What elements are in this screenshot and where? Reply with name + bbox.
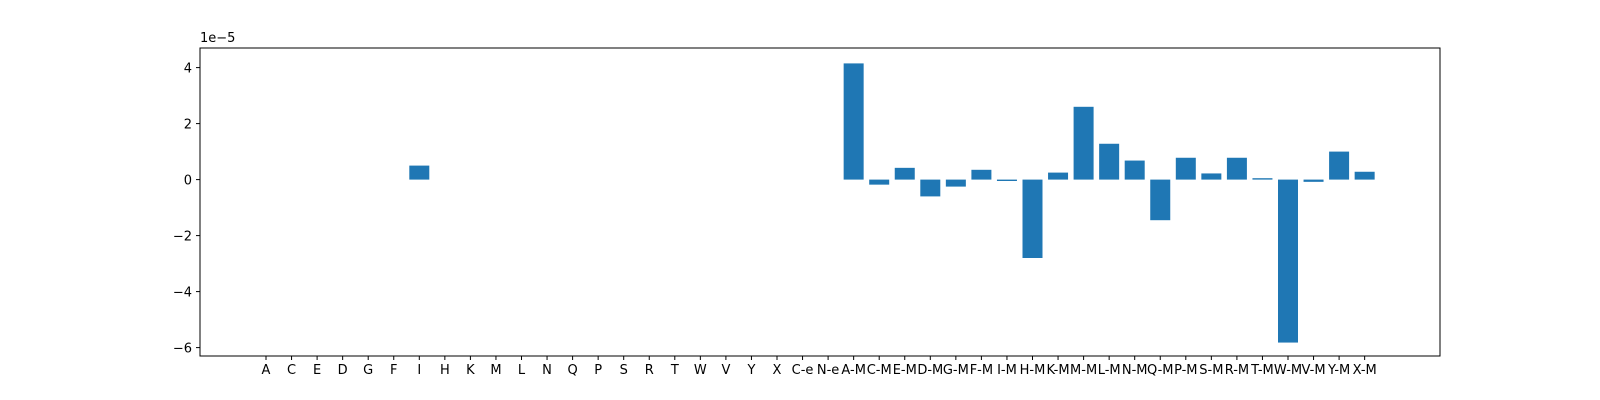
bar-P-M [1175,157,1196,180]
x-tick-label: N-e [817,363,839,378]
y-tick-label: 2 [184,118,192,133]
bars-group [409,63,1375,343]
x-tick-label: P-M [1174,363,1197,378]
x-tick-label: H [440,363,450,378]
x-tick-label: K-M [1047,363,1070,378]
x-tick-label: G-M [943,363,969,378]
x-tick-label: N-M [1122,363,1148,378]
x-tick-label: M-M [1070,363,1097,378]
x-tick-label: T-M [1250,363,1274,378]
x-tick-label: W [694,363,707,378]
bar-K-M [1048,172,1069,180]
bar-Y-M [1329,151,1350,180]
x-tick-label: F [390,363,397,378]
bar-R-M [1226,157,1247,180]
y-tick-label: 0 [184,174,192,189]
bar-I [409,165,430,180]
y-axis-scale-label: 1e−5 [200,31,235,46]
plot-area-frame [199,47,1441,357]
bar-T-M [1252,178,1273,180]
bar-M-M [1073,106,1094,180]
x-tick-label: M [490,363,501,378]
x-tick-label: R [645,363,654,378]
bar-S-M [1201,173,1222,180]
x-tick-label: G [363,363,373,378]
x-tick-label: E-M [893,363,917,378]
bar-D-M [920,179,941,197]
x-tick-label: V [721,363,730,378]
bar-C-M [869,179,890,185]
x-tick-label: I-M [997,363,1017,378]
x-tick-label: H-M [1020,363,1046,378]
y-axis: −6 −4 −2 0 2 4 [173,62,200,357]
x-tick-label: D-M [917,363,943,378]
bar-A-M [843,63,864,180]
x-tick-label: V-M [1302,363,1326,378]
x-tick-label: I [417,363,421,378]
x-tick-label: E [313,363,321,378]
bar-H-M [1022,179,1043,258]
x-tick-label: C [287,363,296,378]
x-tick-label: C-M [867,363,892,378]
x-tick-label: T [670,363,679,378]
x-tick-label: S-M [1199,363,1223,378]
x-tick-label: D [338,363,348,378]
x-tick-label: Y [746,363,755,378]
bar-I-M [996,179,1017,181]
bar-X-M [1354,171,1375,180]
x-axis: A C E D G F I H K M L N Q P S R T W V Y X C-e N-e A-M C-M E-M D-M G… [262,356,1377,378]
x-tick-label: Q [567,363,577,378]
y-tick-label: 4 [184,62,192,77]
bar-F-M [971,169,992,180]
bar-E-M [894,167,915,180]
x-tick-label: W-M [1274,363,1302,378]
x-tick-label: L [518,363,526,378]
x-tick-label: L-M [1098,363,1121,378]
x-tick-label: A [262,363,271,378]
y-tick-label: −4 [173,286,192,301]
x-tick-label: A-M [841,363,866,378]
bar-G-M [945,179,966,187]
x-tick-label: F-M [970,363,993,378]
bar-N-M [1124,160,1145,180]
x-tick-label: C-e [792,363,814,378]
bar-W-M [1278,179,1298,343]
y-tick-label: −2 [173,230,192,245]
x-tick-label: X-M [1353,363,1377,378]
x-tick-label: Q-M [1147,363,1174,378]
bar-L-M [1099,143,1120,180]
x-tick-label: R-M [1225,363,1249,378]
x-tick-label: N [542,363,552,378]
bar-Q-M [1150,179,1171,221]
x-tick-label: K [466,363,475,378]
x-tick-label: Y-M [1327,363,1350,378]
x-tick-label: X [773,363,782,378]
x-tick-label: P [594,363,602,378]
bar-V-M [1303,179,1324,182]
x-tick-label: S [620,363,628,378]
y-tick-label: −6 [173,342,192,357]
